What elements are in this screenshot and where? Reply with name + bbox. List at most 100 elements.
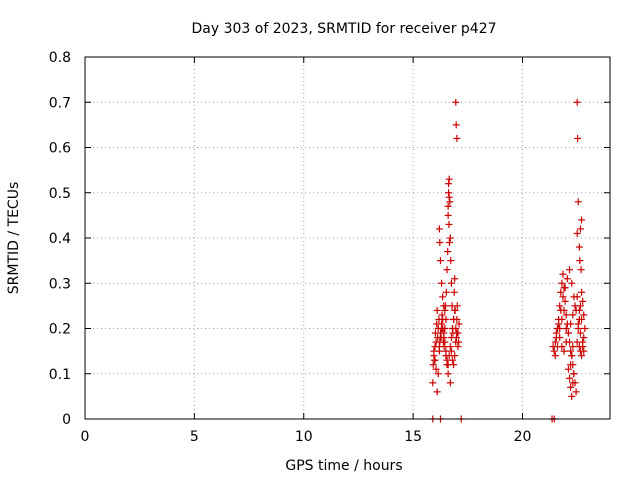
data-point [444,211,452,219]
data-point [557,288,565,296]
data-point [439,293,447,301]
data-point [434,370,442,378]
data-point [562,325,570,332]
data-point [429,379,437,387]
data-point [453,329,461,337]
data-point [450,288,458,296]
data-point [570,293,578,301]
data-point [558,343,566,351]
data-point [454,343,462,351]
data-point [580,334,588,342]
data-point [556,334,564,342]
data-point [445,175,453,183]
data-point [446,198,454,206]
data-point [580,347,588,355]
data-point [444,248,452,256]
data-point [568,279,576,287]
data-point [551,338,559,346]
data-points [429,98,589,423]
data-point [574,320,582,328]
data-point [555,320,563,328]
data-point [563,275,571,283]
data-point [431,356,439,364]
data-point [567,361,575,369]
x-tick-label: 0 [81,429,90,445]
y-tick-label: 0.1 [49,367,71,383]
data-point [445,189,453,197]
data-point [578,315,586,323]
data-point [569,311,577,319]
data-point [574,134,582,142]
data-point [455,320,463,328]
data-point [453,302,461,310]
y-tick-label: 0.4 [49,231,71,247]
data-point [439,315,447,323]
data-point [440,329,448,337]
data-point [451,275,459,283]
data-point [438,279,446,287]
data-point [562,338,570,346]
data-point [435,225,443,233]
data-point [433,306,441,314]
data-point [429,361,437,369]
data-point [446,234,454,242]
y-tick-label: 0.6 [49,141,71,157]
data-point [436,334,444,342]
data-point [452,98,460,106]
data-point [569,343,577,351]
y-axis-ticks: 0 0.1 0.2 0.3 0.4 0.5 0.6 0.7 0.8 [49,50,610,428]
data-point [578,352,586,360]
data-point [435,343,443,351]
data-point [573,229,581,237]
data-point [578,288,586,296]
data-point [572,388,580,396]
y-tick-label: 0.3 [49,276,71,292]
data-point [446,343,454,351]
data-point [572,306,580,314]
data-point [559,293,567,301]
data-point [447,257,455,265]
data-point [551,352,559,360]
data-point [577,266,585,274]
data-point [574,198,582,206]
data-point [452,338,460,346]
data-point [436,257,444,265]
data-point [442,347,450,355]
data-point [441,306,449,314]
data-point [445,239,453,247]
data-point [561,297,569,305]
data-point [441,338,449,346]
data-point [450,315,458,323]
y-tick-label: 0.8 [49,50,71,66]
data-point [438,325,446,332]
data-point [447,279,455,287]
data-point [452,121,460,129]
x-tick-label: 15 [404,429,422,445]
data-point [575,243,583,251]
y-tick-label: 0.7 [49,95,71,111]
data-point [552,329,560,337]
x-axis-ticks: 0 5 10 15 20 [81,57,531,445]
data-point [556,325,564,332]
x-axis-label: GPS time / hours [285,458,402,474]
data-point [568,392,576,400]
data-point [567,383,575,391]
data-point [445,220,453,228]
data-point [573,98,581,106]
data-point [444,361,452,369]
data-point [570,370,578,378]
data-point [579,297,587,305]
data-point [558,315,566,323]
data-point [576,329,584,337]
data-point [445,193,453,201]
data-point [430,347,438,355]
data-point [451,306,459,314]
data-point [567,347,575,355]
chart-title: Day 303 of 2023, SRMTID for receiver p42… [191,21,496,37]
data-point [444,202,452,210]
data-point [566,266,574,274]
data-point [560,347,568,355]
data-point [580,311,588,319]
